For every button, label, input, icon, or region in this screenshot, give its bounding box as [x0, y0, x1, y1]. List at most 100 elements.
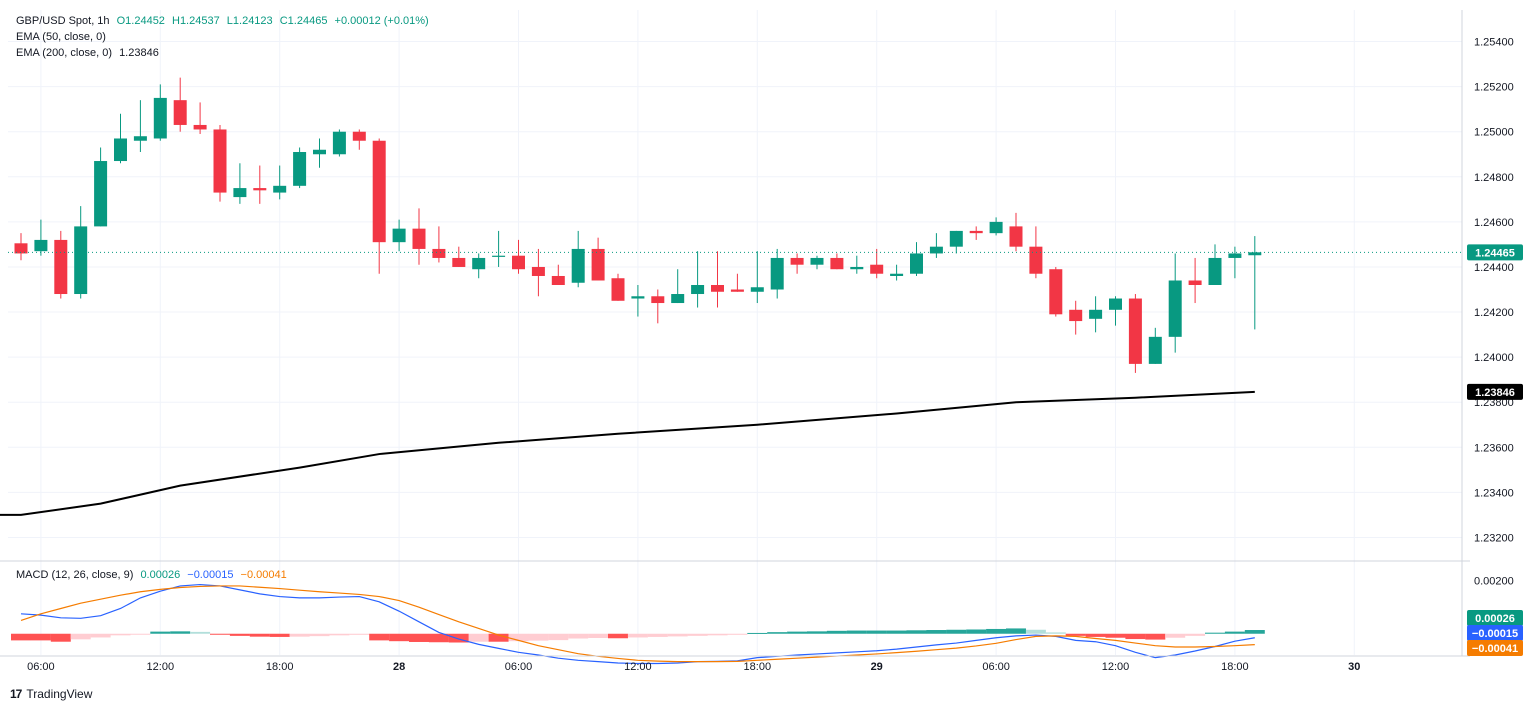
- macd-hist-bar: [70, 633, 91, 640]
- candle-body: [1168, 280, 1182, 337]
- macd-hist-bar: [846, 630, 867, 634]
- current-price-label: 1.24465: [1475, 247, 1515, 259]
- time-tick-label: 06:00: [505, 661, 533, 673]
- legend-ema50[interactable]: EMA (50, close, 0): [16, 31, 110, 43]
- candle-body: [1049, 269, 1063, 315]
- macd-hist-bar: [1224, 631, 1245, 634]
- macd-hist-bar: [210, 633, 230, 635]
- macd-hist-bar: [548, 633, 569, 641]
- candle-body: [372, 140, 386, 243]
- candle-body: [313, 149, 326, 155]
- candle-body: [870, 264, 884, 274]
- macd-hist-bar: [289, 633, 310, 637]
- legend-macd-line: −0.00015: [187, 569, 234, 581]
- macd-hist-bar: [1065, 633, 1086, 636]
- candle-body: [432, 248, 446, 258]
- time-tick-label: 28: [393, 661, 405, 673]
- candle-body: [173, 100, 187, 125]
- price-tick-label: 1.23600: [1474, 442, 1514, 454]
- macd-hist-bar: [30, 633, 51, 641]
- macd-hist-bar: [50, 633, 71, 642]
- macd-hist-bar: [986, 628, 1007, 634]
- tradingview-name: TradingView: [26, 687, 93, 701]
- macd-hist-bar: [787, 631, 808, 634]
- legend-ohlc: GBP/USD Spot, 1h O1.24452 H1.24537 L1.24…: [16, 15, 433, 27]
- macd-line-axis-label-bg: [1467, 625, 1523, 641]
- time-tick-label: 06:00: [27, 661, 55, 673]
- macd-hist-bar: [707, 633, 728, 636]
- macd-hist-axis-label-bg: [1467, 610, 1523, 626]
- macd-hist-bar: [926, 630, 947, 634]
- candle-body: [332, 131, 346, 155]
- ema200-line: [0, 390, 1255, 516]
- candle-body: [790, 257, 804, 265]
- time-tick-label: 30: [1348, 661, 1360, 673]
- macd-tick-label: 0.00200: [1474, 576, 1514, 588]
- price-tick-label: 1.25200: [1474, 82, 1514, 94]
- macd-hist-bar: [727, 633, 748, 635]
- candle-body: [1188, 280, 1202, 285]
- macd-hist-bar: [329, 633, 350, 636]
- macd-hist-bar: [170, 631, 191, 634]
- candle-body: [929, 246, 943, 254]
- candle-body: [531, 266, 545, 276]
- ema200-axis-label: 1.23846: [1475, 387, 1515, 399]
- legend-ema200-value: 1.23846: [119, 47, 159, 59]
- candle-body: [671, 294, 685, 304]
- macd-signal-axis-label: −0.00041: [1472, 643, 1518, 655]
- tradingview-brand[interactable]: 17 TradingView: [10, 687, 92, 701]
- legend-macd[interactable]: MACD (12, 26, close, 9) 0.00026 −0.00015…: [16, 569, 291, 581]
- macd-hist-bar: [767, 632, 788, 634]
- candle-body: [591, 248, 605, 281]
- macd-hist-bar: [1145, 633, 1166, 640]
- price-tick-label: 1.23400: [1474, 487, 1514, 499]
- candle-body: [472, 257, 486, 270]
- time-tick-label: 18:00: [1221, 661, 1249, 673]
- candle-body: [14, 243, 28, 254]
- candle-body: [989, 221, 1003, 234]
- macd-hist-bar: [269, 633, 290, 637]
- price-tick-label: 1.25400: [1474, 37, 1514, 49]
- candle-body: [1208, 257, 1222, 285]
- legend-symbol[interactable]: GBP/USD Spot, 1h: [16, 15, 110, 27]
- macd-hist-bar: [1125, 633, 1146, 640]
- macd-hist-bar: [428, 633, 449, 643]
- legend-ema200[interactable]: EMA (200, close, 0) 1.23846: [16, 47, 163, 59]
- legend-macd-hist: 0.00026: [140, 569, 181, 581]
- candle-body: [810, 257, 824, 265]
- macd-hist-bar: [1006, 628, 1026, 634]
- macd-hist-bar: [349, 633, 370, 635]
- macd-hist-bar: [687, 633, 708, 636]
- legend-open: O1.24452: [116, 15, 165, 27]
- candle-body: [114, 138, 127, 162]
- candle-body: [74, 226, 88, 295]
- candles-group: [8, 77, 1462, 373]
- price-tick-label: 1.23800: [1474, 397, 1514, 409]
- candle-body: [213, 129, 227, 193]
- macd-hist-axis-label: 0.00026: [1475, 613, 1515, 625]
- macd-hist-bar: [826, 630, 847, 634]
- candle-body: [969, 230, 983, 234]
- macd-hist-bar: [1205, 632, 1225, 634]
- macd-hist-bar: [966, 629, 987, 634]
- candle-body: [770, 257, 784, 290]
- candle-body: [1029, 246, 1043, 274]
- macd-hist-bar: [667, 633, 688, 637]
- candle-body: [631, 296, 645, 299]
- current-price-label-bg: [1467, 244, 1523, 261]
- candle-body: [1228, 253, 1242, 258]
- candle-body: [730, 289, 744, 292]
- candle-body: [392, 228, 406, 243]
- candle-body: [233, 188, 247, 198]
- macd-hist-bar: [90, 633, 111, 638]
- macd-hist-bar: [946, 629, 967, 634]
- macd-hist-bar: [1244, 630, 1265, 634]
- macd-hist-bar: [369, 633, 390, 641]
- macd-hist-bar: [906, 630, 927, 634]
- macd-hist-bar: [249, 633, 270, 637]
- candle-body: [34, 239, 48, 252]
- candle-body: [54, 239, 68, 295]
- macd-hist-bar: [1045, 632, 1066, 634]
- macd-hist-bar: [528, 633, 549, 641]
